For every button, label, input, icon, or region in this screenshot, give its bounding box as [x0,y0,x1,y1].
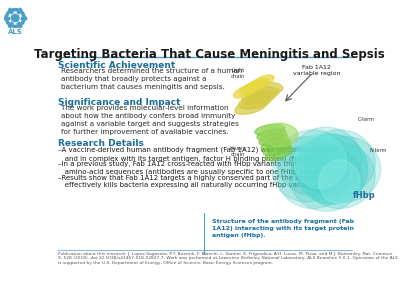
Text: ALS: ALS [8,28,22,34]
Ellipse shape [250,75,274,88]
Text: Significance and Impact: Significance and Impact [58,98,180,106]
Text: Researchers determined the structure of a human
antibody that broadly protects a: Researchers determined the structure of … [61,68,242,90]
Ellipse shape [255,124,285,136]
Ellipse shape [309,136,381,202]
Ellipse shape [265,146,293,161]
Text: –In a previous study, Fab 1A12 cross-reacted with fHbp variants that have differ: –In a previous study, Fab 1A12 cross-rea… [58,161,352,175]
Text: fHbp: fHbp [352,191,375,200]
Ellipse shape [238,95,271,109]
Circle shape [11,14,19,22]
Ellipse shape [304,143,375,208]
Ellipse shape [235,99,267,114]
Text: Heavy
chain: Heavy chain [230,146,246,157]
Ellipse shape [261,138,290,151]
Ellipse shape [257,129,286,141]
Ellipse shape [260,123,298,147]
Ellipse shape [296,134,368,204]
Text: N-term: N-term [370,148,387,153]
Ellipse shape [304,130,375,195]
Ellipse shape [259,133,288,146]
Text: –A vaccine-derived human antibody fragment (Fab 1A12) was crystallized alone
   : –A vaccine-derived human antibody fragme… [58,147,338,162]
Text: Structure of the antibody fragment (Fab
1A12) interacting with its target protei: Structure of the antibody fragment (Fab … [212,219,354,238]
Ellipse shape [245,78,268,92]
Text: Light
chain: Light chain [231,68,245,79]
Ellipse shape [272,136,343,202]
Ellipse shape [277,143,349,208]
Text: Scientific Achievement: Scientific Achievement [58,61,175,70]
Text: Fab 1A12
variable region: Fab 1A12 variable region [293,65,340,76]
Ellipse shape [239,81,263,95]
Ellipse shape [242,91,275,104]
Text: C-term: C-term [358,117,375,122]
Ellipse shape [234,84,257,98]
Text: –Results show that Fab 1A12 targets a highly conserved part of the antigen, and : –Results show that Fab 1A12 targets a hi… [58,175,346,188]
Ellipse shape [263,142,292,156]
Ellipse shape [319,160,360,203]
Ellipse shape [277,130,349,195]
Text: Targeting Bacteria That Cause Meningitis and Sepsis: Targeting Bacteria That Cause Meningitis… [34,48,384,61]
Ellipse shape [290,146,362,211]
Ellipse shape [246,86,279,99]
Text: Research Details: Research Details [58,139,144,148]
Ellipse shape [249,82,283,94]
Text: The work provides molecular-level information
about how the antibody confers bro: The work provides molecular-level inform… [61,105,239,135]
Ellipse shape [294,134,347,189]
Text: Publication about this research: J. Lopez-Sagaseta, P.T. Beerink, F. Bianchi, L.: Publication about this research: J. Lope… [58,252,398,266]
Ellipse shape [290,127,362,193]
